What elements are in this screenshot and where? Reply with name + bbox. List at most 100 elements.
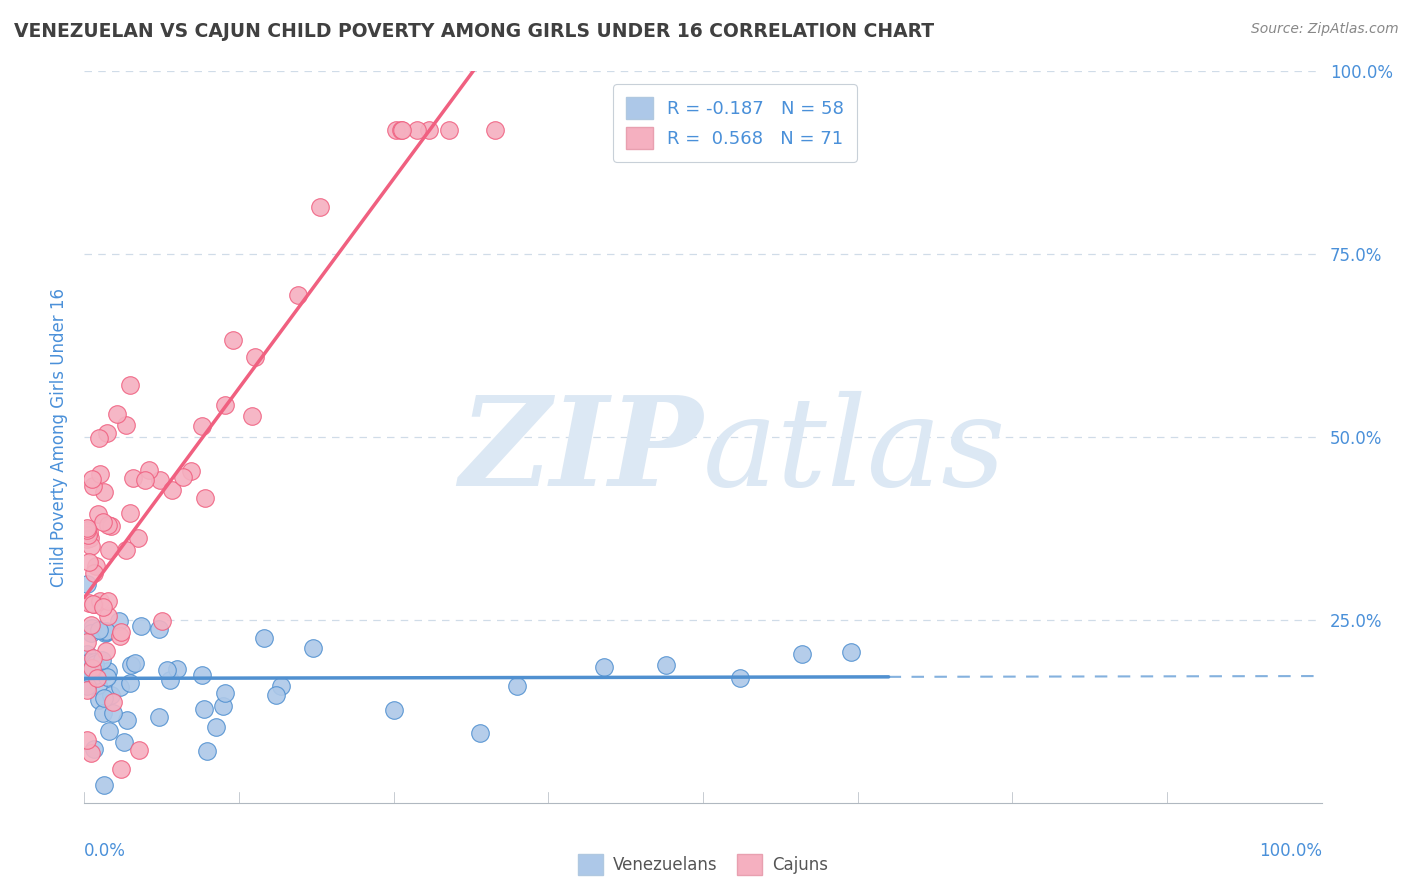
Point xyxy=(134,473,156,487)
Text: atlas: atlas xyxy=(703,391,1007,513)
Point xyxy=(76,665,98,679)
Point xyxy=(83,657,105,671)
Point xyxy=(270,679,292,693)
Point xyxy=(97,664,120,678)
Point xyxy=(79,539,101,553)
Point xyxy=(728,671,751,685)
Point xyxy=(103,695,125,709)
Point xyxy=(107,614,129,628)
Point xyxy=(191,419,214,434)
Point xyxy=(382,703,405,717)
Point xyxy=(115,417,138,432)
Point xyxy=(76,528,98,542)
Point xyxy=(105,407,128,421)
Text: ZIP: ZIP xyxy=(460,391,703,513)
Point xyxy=(118,378,141,392)
Point xyxy=(148,709,170,723)
Point xyxy=(242,409,264,424)
Point xyxy=(86,558,108,573)
Point xyxy=(76,679,98,693)
Point xyxy=(110,762,132,776)
Point xyxy=(87,677,110,691)
Point xyxy=(96,644,118,658)
Point xyxy=(86,507,108,521)
Point xyxy=(91,515,114,529)
Point xyxy=(89,624,111,638)
Point xyxy=(117,713,139,727)
Point xyxy=(94,626,117,640)
Point xyxy=(593,659,616,673)
Point xyxy=(76,577,98,591)
Point xyxy=(89,467,111,482)
Point xyxy=(506,679,529,693)
Point xyxy=(418,123,440,137)
Text: Source: ZipAtlas.com: Source: ZipAtlas.com xyxy=(1251,22,1399,37)
Point xyxy=(391,123,413,137)
Point xyxy=(94,624,117,639)
Point xyxy=(82,598,104,612)
Point xyxy=(121,471,143,485)
Point xyxy=(841,645,863,659)
Point xyxy=(243,350,266,364)
Point xyxy=(101,706,124,720)
Point xyxy=(309,200,332,214)
Point xyxy=(97,723,120,738)
Point xyxy=(87,692,110,706)
Point xyxy=(120,657,142,672)
Point xyxy=(83,655,105,669)
Point xyxy=(180,465,202,479)
Point xyxy=(214,398,236,412)
Point xyxy=(222,333,245,347)
Point xyxy=(97,518,120,533)
Point xyxy=(191,668,214,682)
Point xyxy=(172,470,194,484)
Point xyxy=(80,625,103,640)
Point xyxy=(128,743,150,757)
Y-axis label: Child Poverty Among Girls Under 16: Child Poverty Among Girls Under 16 xyxy=(49,287,67,587)
Point xyxy=(83,741,105,756)
Point xyxy=(80,746,103,760)
Point xyxy=(97,542,120,557)
Text: 0.0%: 0.0% xyxy=(84,842,127,860)
Point xyxy=(77,525,100,540)
Point xyxy=(77,655,100,669)
Point xyxy=(91,706,114,720)
Point xyxy=(112,734,135,748)
Point xyxy=(302,640,325,655)
Point xyxy=(110,625,132,640)
Point xyxy=(83,597,105,611)
Point xyxy=(166,662,188,676)
Point xyxy=(76,682,98,697)
Point xyxy=(100,688,122,702)
Point xyxy=(214,686,236,700)
Point xyxy=(212,699,235,714)
Point xyxy=(389,123,412,137)
Point xyxy=(108,680,131,694)
Point xyxy=(148,622,170,636)
Point xyxy=(76,647,98,661)
Point xyxy=(76,635,98,649)
Point xyxy=(91,600,114,615)
Point xyxy=(439,123,461,137)
Point xyxy=(127,531,149,545)
Point xyxy=(77,555,100,569)
Point xyxy=(160,483,183,497)
Point xyxy=(118,507,141,521)
Point xyxy=(253,631,276,645)
Point xyxy=(76,532,98,546)
Point xyxy=(115,542,138,557)
Point xyxy=(287,288,309,302)
Point xyxy=(150,615,173,629)
Point xyxy=(76,521,98,535)
Point xyxy=(655,657,678,672)
Point xyxy=(138,463,160,477)
Point xyxy=(96,594,118,608)
Point xyxy=(385,123,408,137)
Point xyxy=(89,431,111,445)
Point xyxy=(82,479,104,493)
Point xyxy=(406,123,429,137)
Point xyxy=(193,701,215,715)
Point xyxy=(110,629,132,643)
Point xyxy=(93,691,115,706)
Point xyxy=(94,624,117,639)
